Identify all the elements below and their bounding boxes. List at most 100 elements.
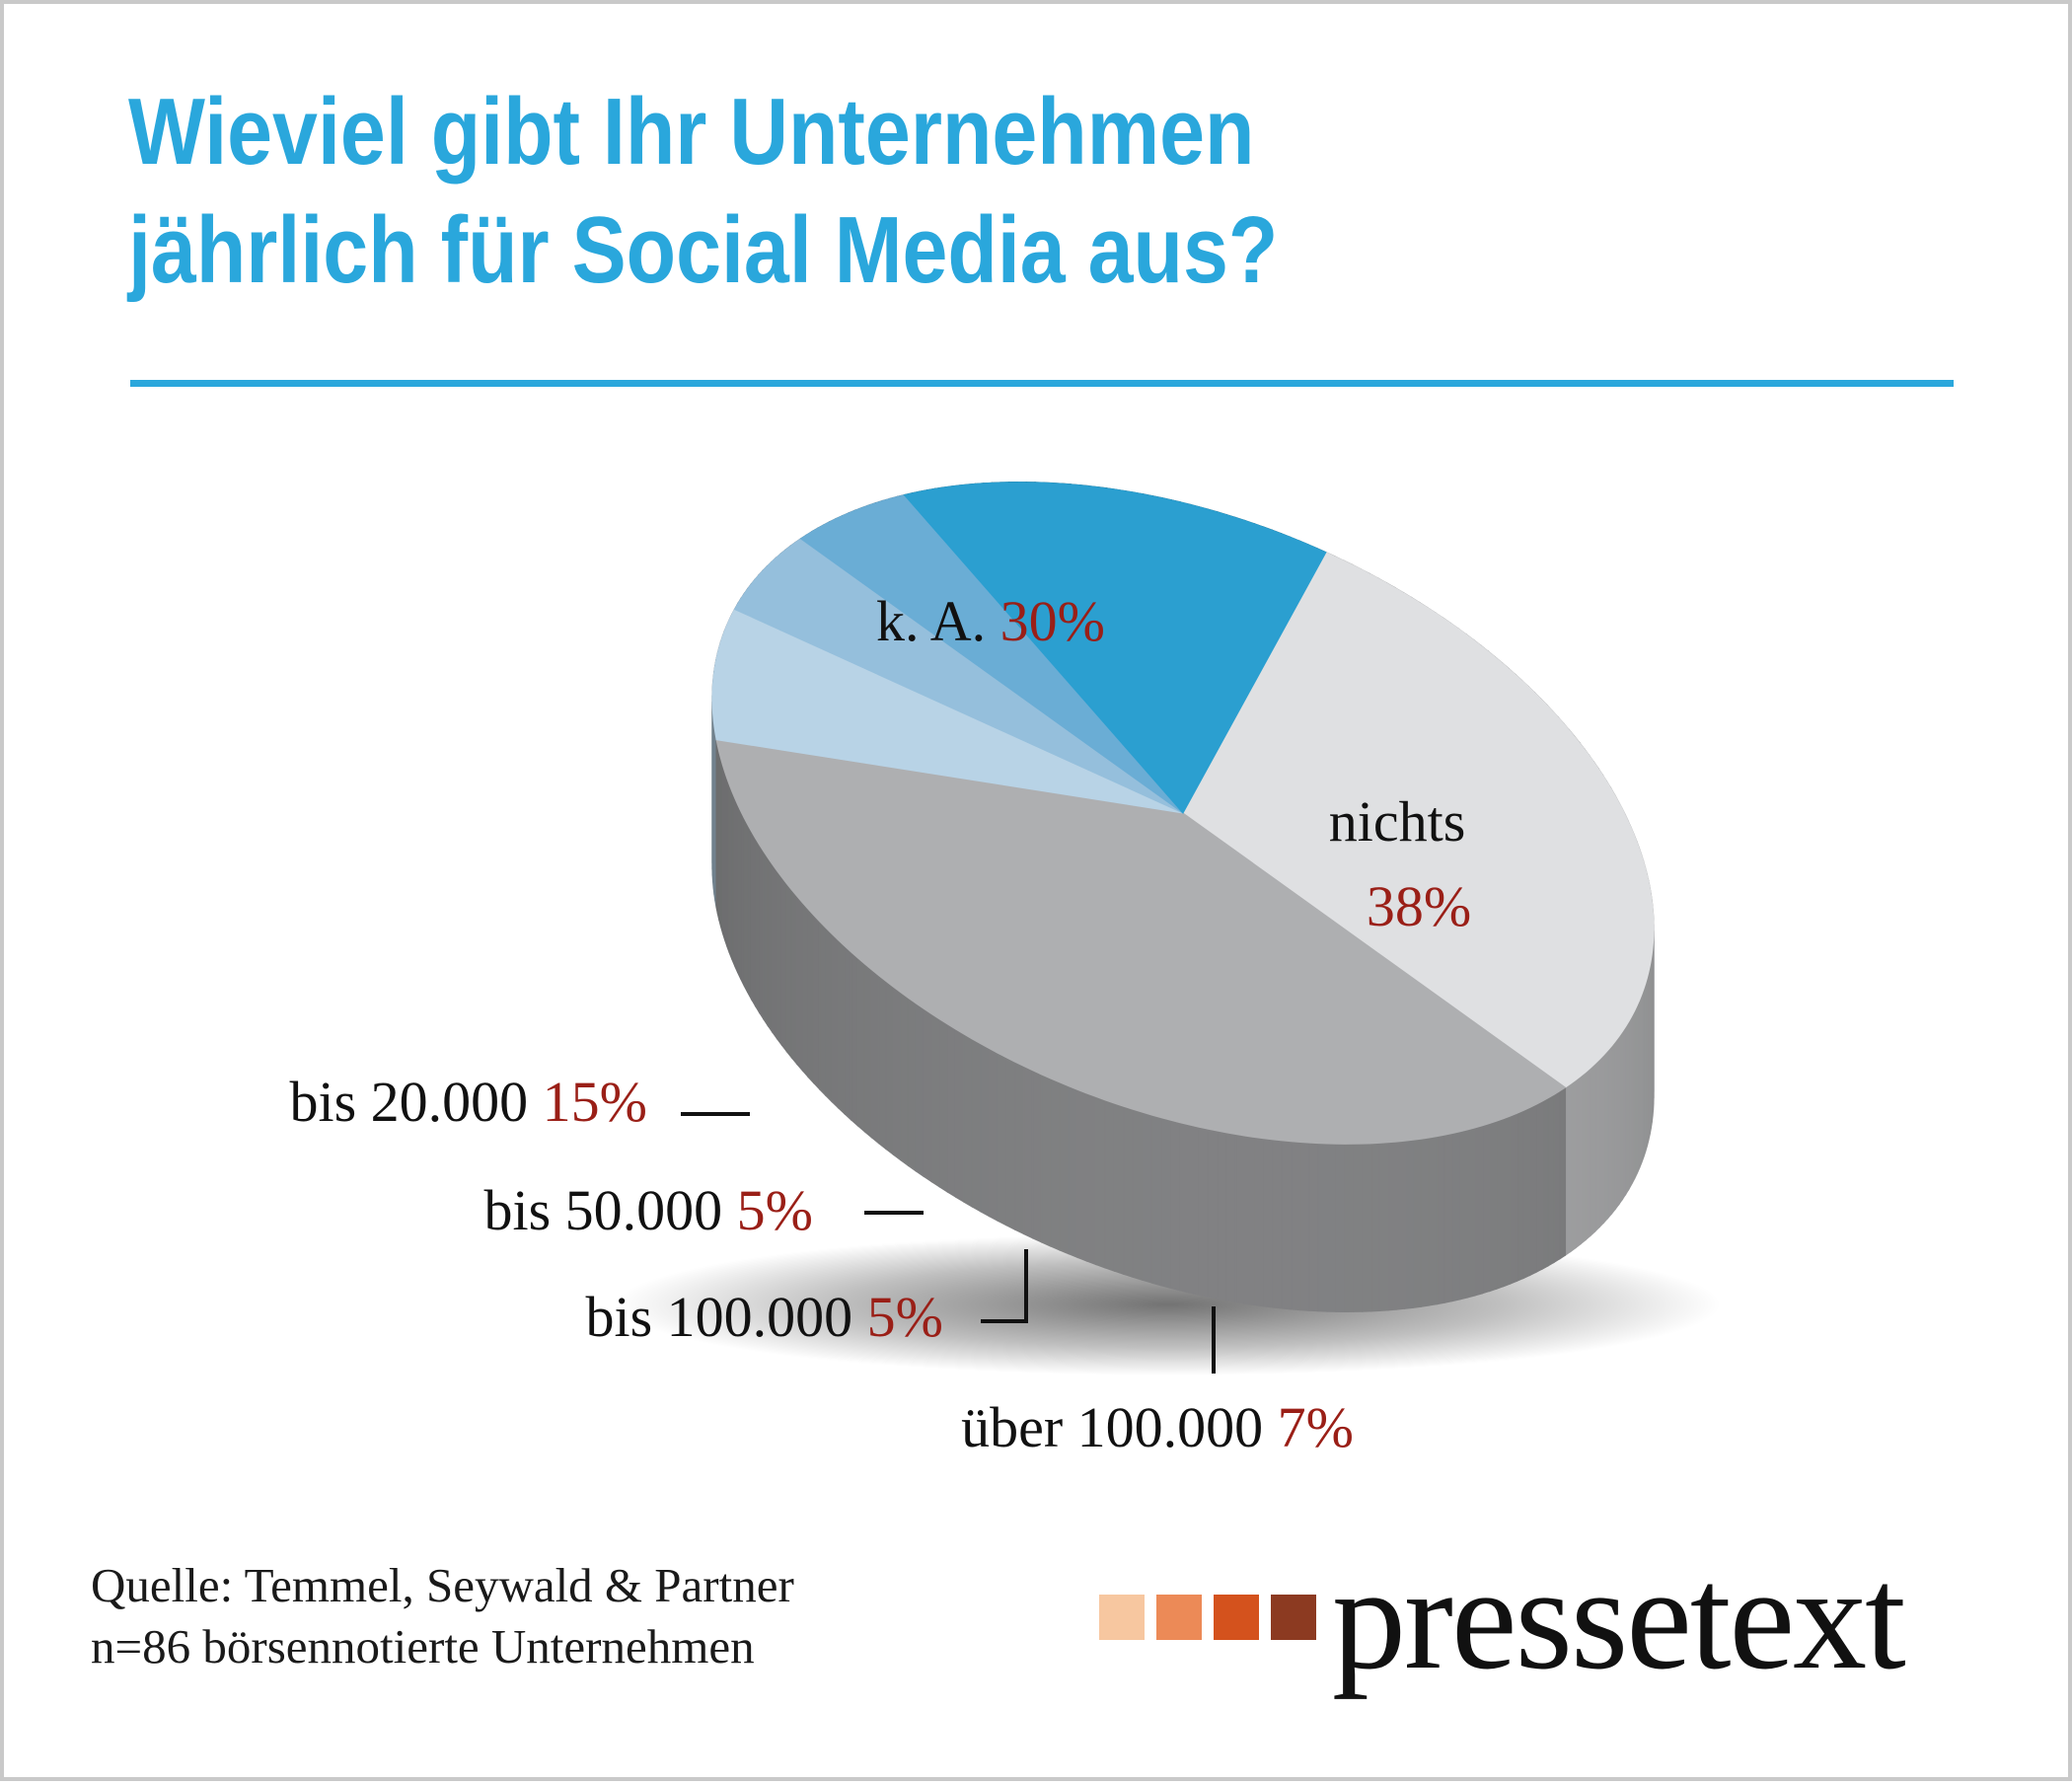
pie-side-wall: [764, 851, 768, 1025]
pie-side-wall: [947, 1024, 955, 1197]
pie-side-wall: [1105, 1100, 1114, 1271]
pie-side-wall: [768, 857, 773, 1032]
pie-side-wall: [1413, 1139, 1421, 1307]
pie-side-wall: [1497, 1119, 1504, 1290]
label-ueber-100000: über 100.000 7%: [961, 1395, 1354, 1459]
pie-side-wall: [797, 896, 803, 1070]
pie-side-wall: [845, 946, 851, 1120]
pie-side-wall: [989, 1048, 998, 1221]
pie-side-wall: [908, 998, 916, 1170]
pie-side-wall: [1363, 1144, 1371, 1311]
pie-side-wall: [808, 909, 814, 1082]
pie-side-wall: [759, 845, 763, 1019]
label-bis-20000-name: bis 20.000: [289, 1070, 542, 1134]
pie-side-wall: [1511, 1113, 1517, 1284]
brand-square-1: [1099, 1595, 1145, 1640]
brand-name: pressetext: [1332, 1539, 1904, 1697]
pie-side-wall: [1345, 1144, 1354, 1311]
pie-side-wall: [931, 1013, 939, 1186]
pie-side-wall: [832, 933, 838, 1107]
pie-side-wall: [871, 970, 878, 1144]
label-ueber-100000-value: 7%: [1278, 1395, 1354, 1459]
pie-side-wall: [1571, 1079, 1576, 1251]
pie-side-wall: [1591, 1064, 1595, 1235]
pie-side-wall: [1151, 1115, 1160, 1286]
brand-square-2: [1156, 1595, 1202, 1640]
pie-side-wall: [878, 975, 885, 1149]
pie-side-wall: [1170, 1120, 1179, 1290]
pie-side-wall: [1370, 1143, 1379, 1310]
label-nichts-value: 38%: [1367, 874, 1471, 938]
pie-side-wall: [981, 1044, 990, 1217]
pie-side-wall: [1245, 1136, 1254, 1304]
pie-side-wall: [1396, 1141, 1404, 1309]
label-bis-50000-value: 5%: [737, 1178, 813, 1242]
pie-side-wall: [1189, 1125, 1198, 1295]
label-bis-100000: bis 100.000 5%: [585, 1285, 943, 1349]
pie-side-wall: [1218, 1131, 1226, 1301]
label-k-a-value: 30%: [1000, 589, 1105, 653]
pie-side-wall: [1490, 1121, 1497, 1291]
pie-side-wall: [1475, 1126, 1482, 1296]
pie-side-wall: [826, 928, 832, 1101]
pie-side-wall: [1180, 1123, 1189, 1293]
pie-side-wall: [1429, 1137, 1437, 1305]
label-bis-20000-value: 15%: [543, 1070, 647, 1134]
pie-side-wall: [1388, 1142, 1397, 1310]
pie-side-wall: [901, 993, 909, 1166]
pie-side-wall: [1051, 1078, 1060, 1250]
pie-side-wall: [916, 1004, 924, 1176]
pie-side-wall: [1468, 1128, 1476, 1298]
pie-side-wall: [924, 1008, 931, 1181]
pie-side-wall: [1421, 1138, 1429, 1306]
pie-side-wall: [1581, 1072, 1586, 1243]
pie-side-wall: [1282, 1141, 1291, 1309]
pie-side-wall: [1292, 1142, 1300, 1310]
pie-side-wall: [1069, 1086, 1077, 1258]
label-bis-20000: bis 20.000 15%: [289, 1070, 647, 1134]
pie-side-wall: [1024, 1066, 1033, 1237]
pie-side-wall: [1565, 1083, 1570, 1255]
pie-side-wall: [1015, 1062, 1024, 1233]
pie-side-wall: [1437, 1135, 1444, 1303]
pie-side-wall: [972, 1039, 981, 1212]
pie-side-wall: [1523, 1107, 1529, 1278]
pie-side-wall: [1208, 1129, 1217, 1299]
pie-side-wall: [939, 1019, 947, 1192]
pie-side-wall: [964, 1034, 972, 1207]
pie-side-wall: [1273, 1140, 1282, 1308]
pie-side-wall: [1452, 1132, 1460, 1302]
pie-chart: k. A. 30% nichts 38% bis 20.000 15% bis 50.0…: [4, 4, 2072, 1785]
pie-side-wall: [851, 952, 858, 1126]
pie-side-wall: [1161, 1118, 1170, 1289]
pie-side-wall: [893, 987, 901, 1160]
pie-side-wall: [1042, 1075, 1051, 1246]
pie-side-wall: [1006, 1058, 1015, 1229]
pie-side-wall: [786, 883, 791, 1058]
source-line-1: Quelle: Temmel, Seywald & Partner: [91, 1555, 794, 1616]
label-bis-50000-name: bis 50.000: [483, 1178, 736, 1242]
pie-side-wall: [1444, 1133, 1452, 1302]
label-nichts-name: nichts: [1329, 789, 1466, 854]
pie-side-wall: [1354, 1144, 1363, 1311]
pie-side-wall: [998, 1053, 1006, 1226]
pie-side-wall: [1536, 1101, 1542, 1272]
label-k-a: k. A. 30%: [876, 589, 1105, 653]
label-bis-100000-value: 5%: [867, 1285, 943, 1349]
pie-side-wall: [1264, 1139, 1273, 1307]
pie-side-wall: [755, 838, 759, 1012]
pie-side-wall: [1517, 1110, 1523, 1281]
pie-side-wall: [1254, 1137, 1263, 1305]
pie-side-wall: [838, 939, 845, 1113]
pie-side-wall: [1548, 1094, 1554, 1265]
pie-side-wall: [1199, 1127, 1208, 1297]
pie-side-wall: [1060, 1082, 1069, 1254]
pie-side-wall: [857, 958, 864, 1132]
pie-side-wall: [1482, 1123, 1489, 1293]
pie-side-wall: [864, 964, 871, 1138]
pie-side-wall: [1235, 1135, 1244, 1304]
pie-side-wall: [1336, 1144, 1345, 1311]
pie-side-wall: [1309, 1143, 1318, 1310]
pie-side-wall: [1504, 1116, 1511, 1287]
brand-square-3: [1214, 1595, 1259, 1640]
